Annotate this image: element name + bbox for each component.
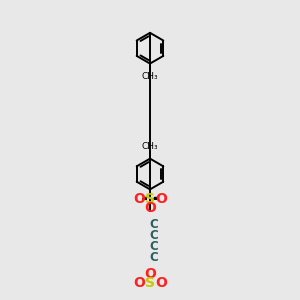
Text: C: C bbox=[150, 240, 159, 253]
Text: O: O bbox=[144, 201, 156, 215]
Text: O: O bbox=[133, 276, 145, 290]
Text: C: C bbox=[150, 251, 159, 264]
Text: O: O bbox=[155, 276, 167, 290]
Text: O: O bbox=[144, 267, 156, 281]
Text: C: C bbox=[150, 229, 159, 242]
Text: O: O bbox=[133, 192, 145, 206]
Text: CH₃: CH₃ bbox=[142, 72, 158, 81]
Text: O: O bbox=[155, 192, 167, 206]
Text: S: S bbox=[145, 276, 155, 290]
Text: CH₃: CH₃ bbox=[142, 142, 158, 151]
Text: S: S bbox=[145, 192, 155, 206]
Text: C: C bbox=[150, 218, 159, 231]
